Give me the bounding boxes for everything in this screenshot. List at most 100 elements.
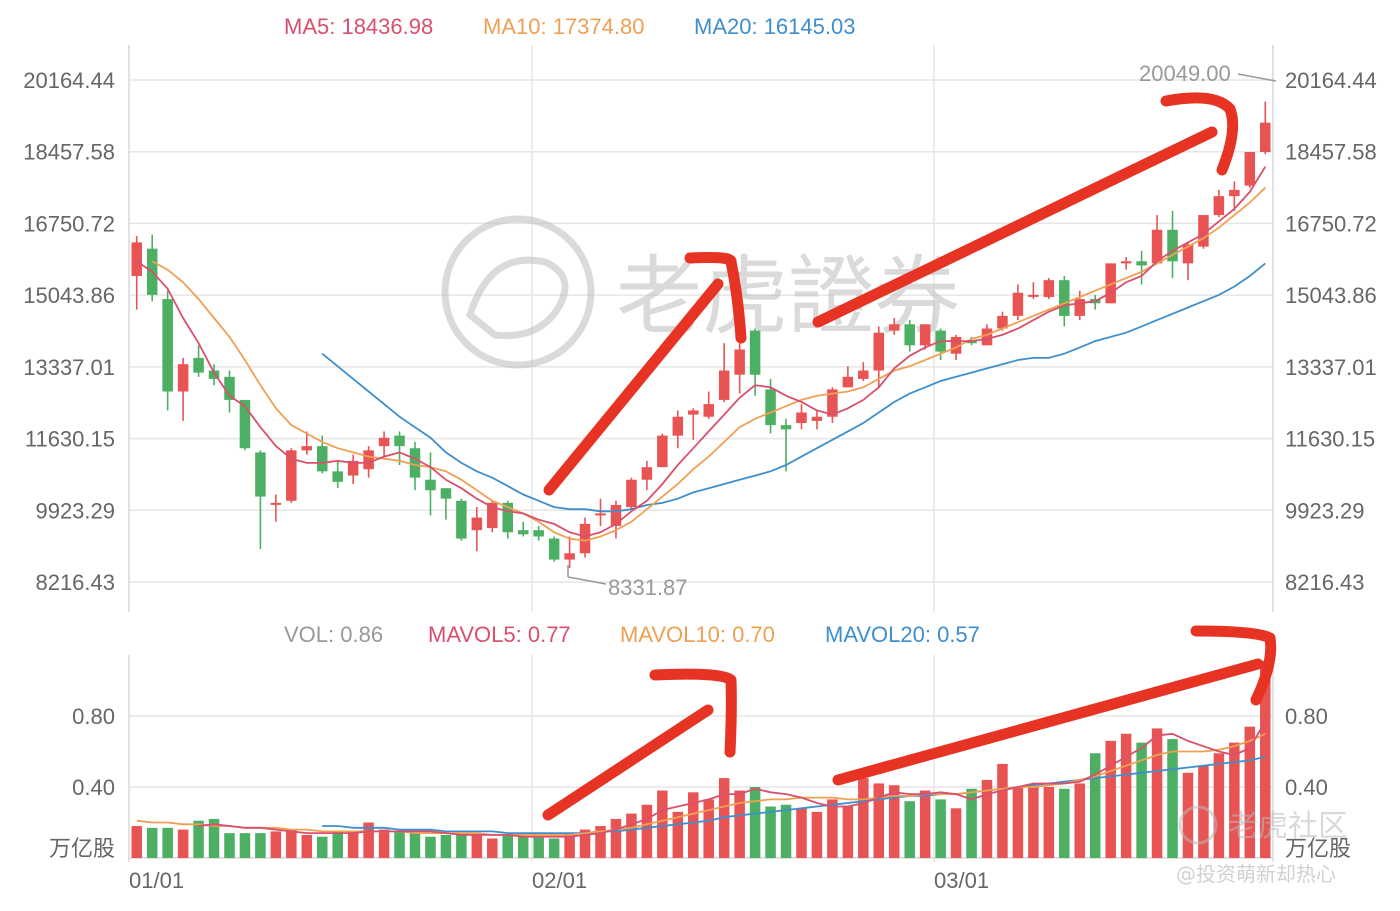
candle-body: [1012, 292, 1024, 316]
volume-bar: [363, 822, 374, 858]
volume-bar: [332, 831, 343, 858]
candle-body: [517, 530, 529, 535]
candle-body: [471, 517, 483, 531]
candle-body: [1028, 294, 1039, 297]
volume-bar: [1012, 787, 1024, 858]
volume-ma-lines: [136, 720, 1267, 838]
volume-bar: [270, 831, 282, 858]
candle-body: [208, 370, 220, 379]
candle-body: [286, 450, 297, 501]
arrow-head-mar-price: [1160, 92, 1239, 176]
volume-bar: [1182, 772, 1194, 858]
candle-body: [440, 488, 452, 499]
tiger-community-icon: [1178, 805, 1218, 845]
volume-bar: [1043, 787, 1055, 858]
vol-tick-right: 0.80: [1285, 704, 1328, 729]
volume-bar: [1213, 753, 1225, 858]
grid: 20164.44 20164.44 18457.58 18457.58 16750.72…: [23, 45, 1377, 893]
volume-bar: [780, 804, 792, 858]
volume-bar: [1244, 726, 1256, 858]
volume-bar: [131, 826, 142, 858]
volume-bar: [703, 799, 714, 858]
volume-bar: [255, 833, 266, 858]
candle-body: [533, 530, 544, 537]
legend-mavol5: MAVOL5: 0.77: [428, 622, 571, 647]
candle-body: [595, 513, 606, 516]
volume-bar: [641, 804, 653, 858]
y-tick-right: 18457.58: [1285, 140, 1377, 165]
volume-bar: [239, 833, 251, 858]
candle-body: [981, 328, 993, 346]
legend-mavol10: MAVOL10: 0.70: [620, 622, 775, 647]
candle-body: [827, 389, 838, 417]
candle-body: [1260, 122, 1271, 153]
high-leader-line: [1237, 73, 1277, 82]
arrow-head-mar-volume: [1190, 625, 1277, 706]
tiger-logo-mark: [465, 256, 569, 340]
volume-bar: [595, 826, 606, 858]
volume-bar: [286, 829, 297, 858]
hand-drawn-arrows: [542, 92, 1277, 821]
candle-body: [672, 416, 684, 436]
volume-bar: [1074, 783, 1086, 858]
volume-bar: [487, 838, 498, 858]
volume-bar: [1260, 660, 1271, 858]
candle-body: [796, 412, 807, 424]
candle-body: [425, 479, 436, 491]
y-tick-left: 11630.15: [25, 427, 115, 452]
x-tick: 01/01: [129, 868, 184, 893]
candle-body: [1229, 189, 1240, 197]
vol-unit-right: 万亿股: [1285, 836, 1351, 861]
candle-body: [780, 425, 792, 430]
arrow-up-mar-price: [812, 126, 1218, 328]
candle-body: [502, 502, 514, 533]
volume-bar: [919, 790, 931, 858]
y-tick-left: 16750.72: [23, 211, 115, 236]
ma10-line: [151, 187, 1266, 542]
candle-body: [657, 435, 668, 468]
volume-bar: [842, 806, 854, 858]
candle-body: [548, 538, 560, 560]
watermark: 老虎證券: [441, 215, 960, 369]
mavol10-line: [136, 732, 1266, 836]
candle-body: [734, 349, 745, 375]
volume-bar: [208, 818, 220, 858]
volume-bar: [734, 790, 745, 858]
volume-bar: [394, 831, 405, 858]
volume-bar: [1167, 739, 1178, 858]
candle-body: [1198, 215, 1209, 247]
y-tick-right: 9923.29: [1285, 498, 1365, 523]
candle-body: [1182, 244, 1194, 264]
x-tick: 03/01: [934, 868, 989, 893]
candle-body: [1136, 261, 1147, 266]
y-tick-right: 15043.86: [1285, 283, 1377, 308]
extreme-labels: 20049.00 8331.87: [567, 61, 1277, 600]
volume-bar: [997, 763, 1008, 858]
volume-bar: [177, 829, 189, 858]
y-tick-left: 13337.01: [23, 355, 115, 380]
volume-bar: [796, 808, 807, 858]
candle-body: [409, 448, 421, 478]
volume-bar: [966, 788, 977, 858]
volume-bar: [1198, 765, 1209, 858]
candle-body: [641, 467, 653, 480]
volume-bar: [610, 818, 622, 858]
candle-body: [1043, 280, 1055, 297]
candle-body: [224, 376, 235, 400]
candle-body: [858, 370, 869, 379]
candle-body: [332, 471, 343, 482]
legend-mavol20: MAVOL20: 0.57: [825, 622, 980, 647]
candle-body: [688, 410, 699, 415]
ma5-line: [136, 166, 1267, 538]
y-tick-left: 15043.86: [23, 283, 115, 308]
watermark-user: @投资萌新却热心: [1176, 862, 1336, 886]
candle-body: [1167, 229, 1178, 262]
candle-body: [270, 502, 282, 505]
candle-body: [765, 389, 776, 426]
volume-bar: [533, 836, 544, 858]
candle-body: [811, 416, 823, 421]
volume-bar: [888, 785, 900, 858]
candle-body: [255, 452, 266, 497]
volume-bar: [579, 829, 591, 858]
